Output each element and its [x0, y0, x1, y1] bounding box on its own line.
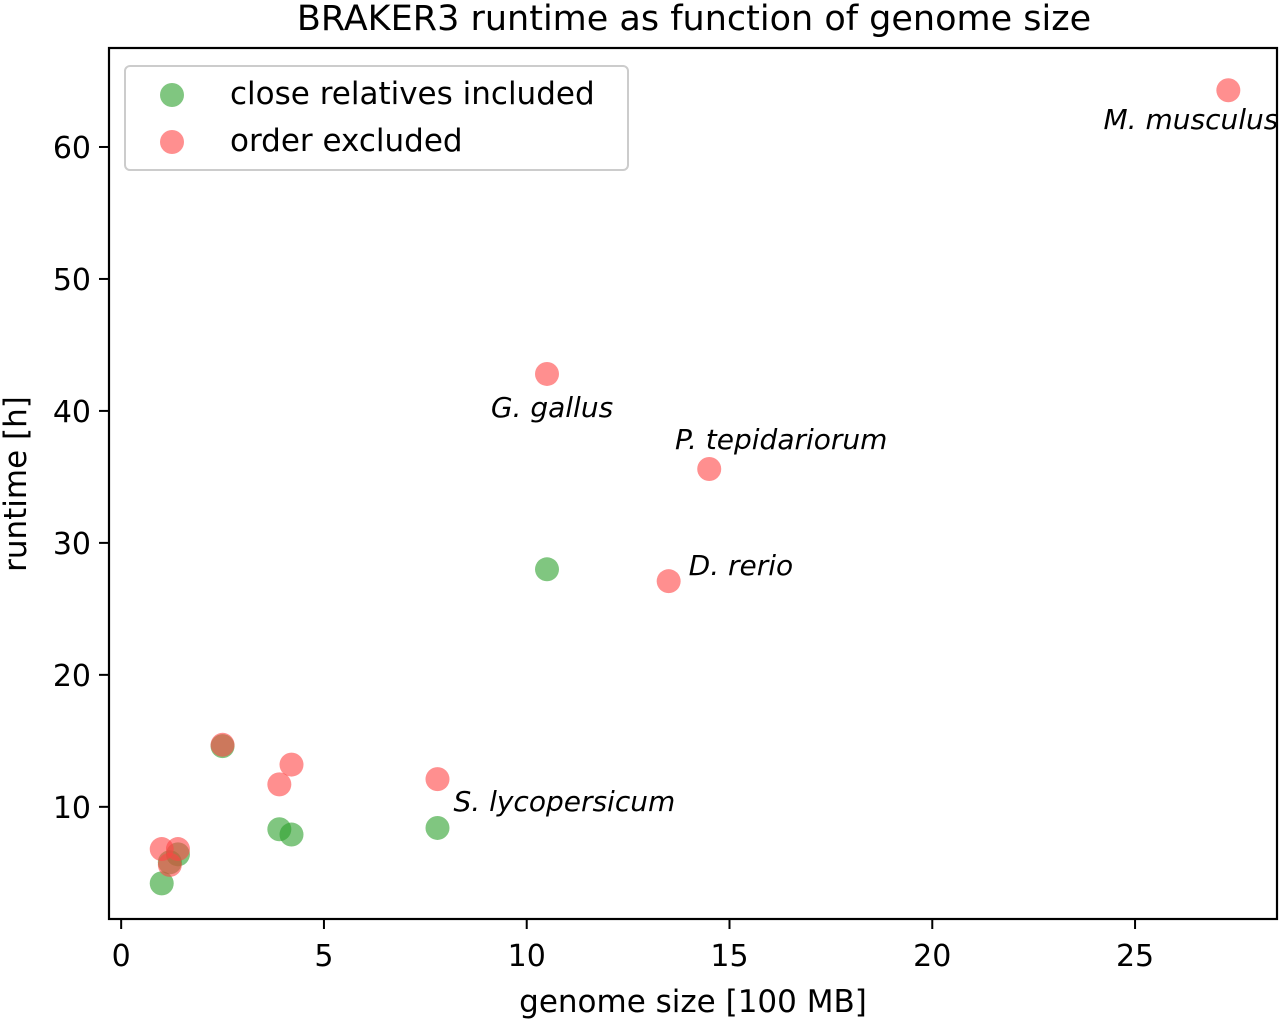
x-tick-label: 20 [913, 939, 951, 974]
chart-title: BRAKER3 runtime as function of genome si… [297, 0, 1091, 39]
data-point-order-excluded [535, 361, 559, 386]
data-point-order-excluded [210, 732, 235, 757]
species-annotation: P. tepidariorum [675, 423, 887, 456]
annotations-layer: M. musculus G. gallus P. tepidariorum D. re… [454, 103, 1279, 818]
data-point-order-excluded [425, 767, 450, 792]
data-point-order-excluded [656, 569, 681, 594]
y-tick-label: 60 [53, 131, 91, 166]
species-annotation: D. rerio [689, 549, 794, 582]
x-tick-label: 5 [314, 939, 333, 974]
x-tick-label: 0 [112, 939, 131, 974]
y-tick-label: 40 [53, 395, 91, 430]
data-point-order-excluded [279, 752, 304, 777]
legend: close relatives included order excluded [124, 65, 629, 171]
legend-label-order-excluded: order excluded [230, 123, 463, 159]
y-tick-label: 20 [53, 659, 91, 694]
x-tick-label: 15 [710, 939, 748, 974]
legend-box [124, 65, 629, 171]
legend-label-close-relatives: close relatives included [230, 76, 595, 112]
species-annotation: M. musculus [1104, 103, 1279, 136]
x-tick-label: 25 [1116, 939, 1154, 974]
data-point-order-excluded [1216, 78, 1241, 103]
y-tick-label: 50 [53, 263, 91, 298]
species-annotation: G. gallus [491, 391, 613, 424]
y-axis-label: runtime [h] [0, 396, 34, 572]
axes-layer: 0 5 10 15 20 25 10 20 30 40 50 60 [53, 131, 1154, 974]
y-tick-label: 10 [53, 791, 91, 826]
data-point-close-relatives [535, 557, 559, 582]
data-point-order-excluded [267, 772, 292, 797]
data-point-order-excluded [697, 456, 722, 481]
x-axis-label: genome size [100 MB] [519, 984, 867, 1019]
legend-marker-order-excluded [160, 130, 184, 154]
data-points-layer [149, 78, 1241, 896]
data-point-close-relatives [279, 822, 304, 847]
data-point-close-relatives [425, 815, 450, 840]
data-point-close-relatives [149, 871, 174, 896]
x-tick-label: 10 [508, 939, 546, 974]
data-point-order-excluded [165, 837, 190, 862]
legend-marker-close-relatives [160, 83, 184, 107]
plot-frame [107, 46, 1279, 921]
species-annotation: S. lycopersicum [454, 785, 676, 818]
y-tick-label: 30 [53, 527, 91, 562]
